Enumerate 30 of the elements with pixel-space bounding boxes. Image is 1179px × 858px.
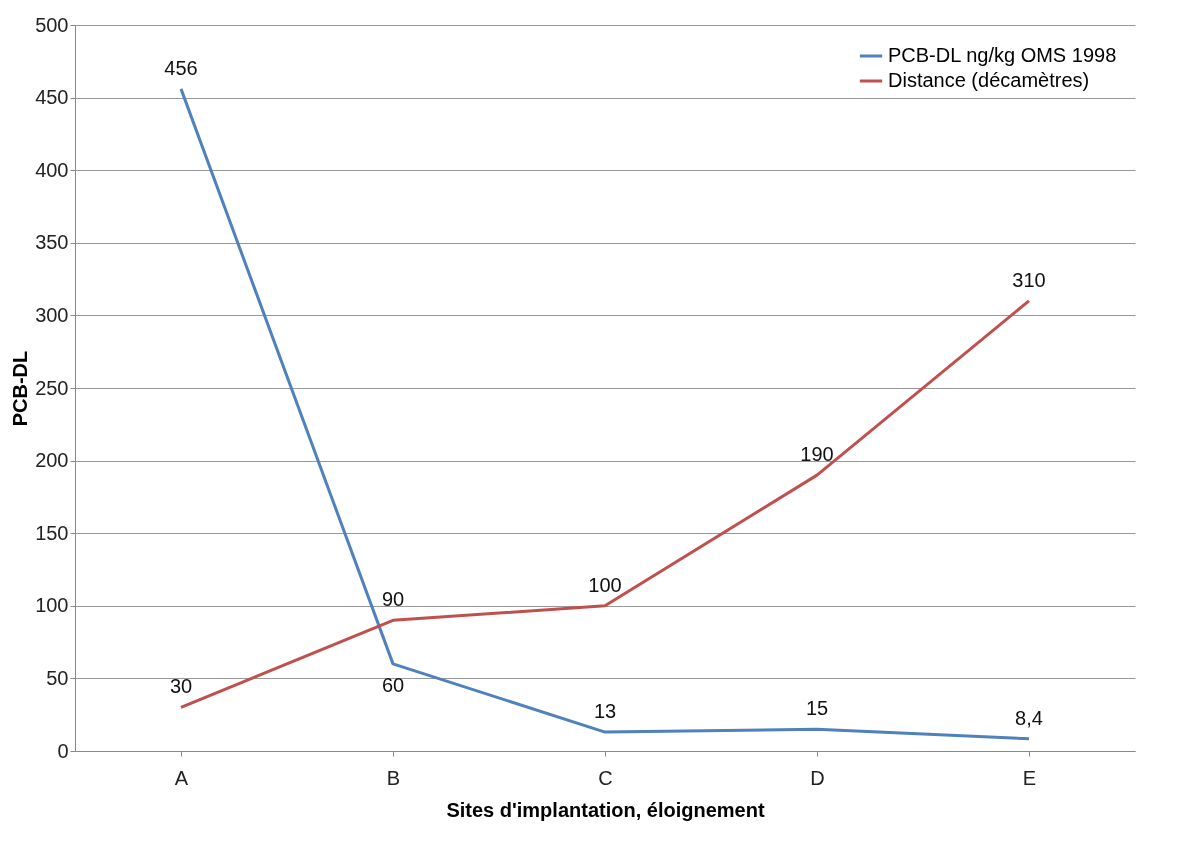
- data-label: 30: [169, 675, 193, 698]
- y-tick-label: 300: [35, 303, 69, 326]
- x-tick-label: A: [174, 766, 189, 789]
- y-tick-label: 0: [57, 739, 69, 762]
- data-label: 90: [381, 588, 405, 611]
- legend-label: Distance (décamètres): [888, 69, 1090, 91]
- y-tick-label: 100: [35, 594, 69, 617]
- x-tick-label: B: [386, 766, 401, 789]
- data-label: 310: [1012, 268, 1046, 291]
- data-label: 60: [381, 673, 405, 696]
- y-tick-label: 500: [35, 13, 69, 36]
- data-label: 13: [593, 700, 617, 723]
- data-label: 100: [588, 573, 622, 596]
- y-tick-label: 350: [35, 231, 69, 254]
- y-axis-title: PCB-DL: [9, 350, 32, 427]
- legend-label: PCB-DL ng/kg OMS 1998: [888, 44, 1117, 66]
- y-tick-label: 150: [35, 521, 69, 544]
- y-tick-label: 400: [35, 158, 69, 181]
- data-label: 456: [164, 56, 198, 79]
- x-axis-title: Sites d'implantation, éloignement: [446, 798, 765, 821]
- y-tick-label: 200: [35, 449, 69, 472]
- y-tick-label: 250: [35, 376, 69, 399]
- y-tick-label: 50: [46, 666, 69, 689]
- data-label: 15: [805, 697, 829, 720]
- x-tick-label: D: [810, 766, 825, 789]
- x-tick-label: C: [598, 766, 613, 789]
- x-tick-label: E: [1022, 766, 1037, 789]
- data-label: 190: [800, 443, 834, 466]
- data-label: 8,4: [1015, 706, 1043, 729]
- y-tick-label: 450: [35, 86, 69, 109]
